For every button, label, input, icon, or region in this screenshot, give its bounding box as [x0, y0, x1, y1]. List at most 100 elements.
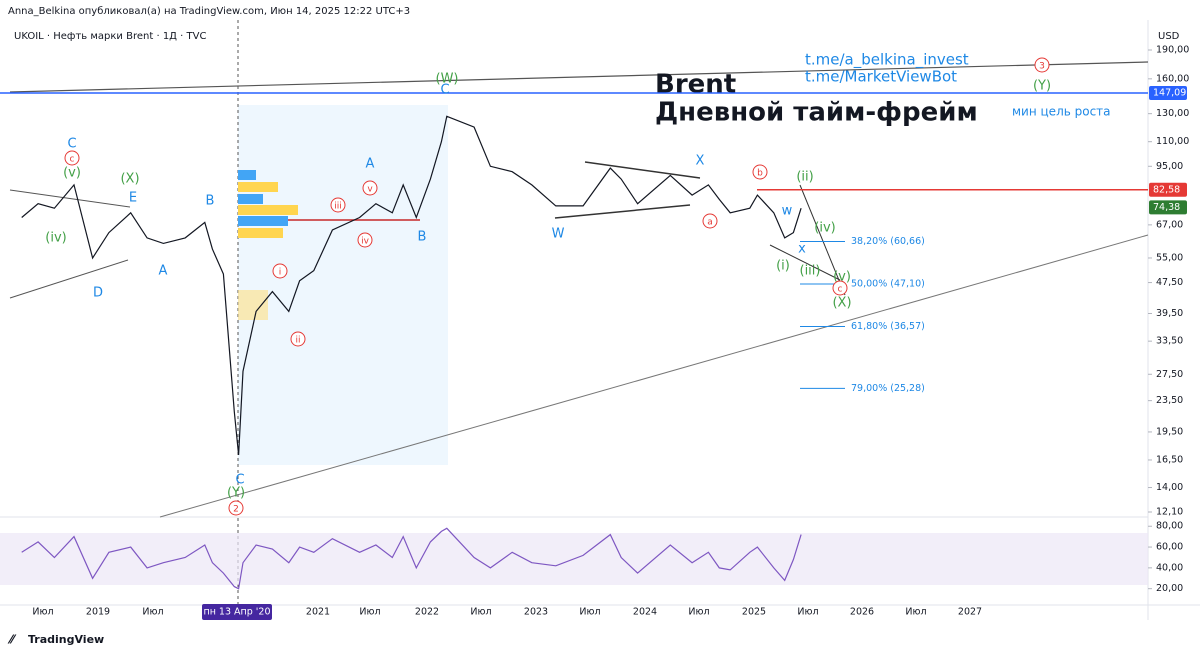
wave-label: iv	[361, 237, 370, 247]
range-box	[238, 105, 448, 465]
wave-label: (iii)	[800, 264, 821, 279]
wave-label: i	[279, 268, 282, 278]
wave-label: (iv)	[814, 221, 835, 236]
wave-label: B	[418, 230, 427, 245]
link: t.me/MarketViewBot	[805, 68, 957, 86]
wave-circle	[64, 150, 80, 166]
x-tick-label: 2025	[742, 607, 766, 618]
x-tick-label: Июл	[142, 607, 163, 618]
wave-circle	[357, 232, 373, 248]
x-tick-label: Июл	[359, 607, 380, 618]
price-badge	[1149, 85, 1187, 100]
x-tick-label: Июл	[905, 607, 926, 618]
fib-label: 38,20% (60,66)	[851, 236, 925, 247]
trendline	[159, 234, 1149, 518]
y-tick-label: 190,00	[1156, 45, 1189, 56]
y-tick-label: 160,00	[1156, 73, 1189, 84]
x-tick-label: 2024	[633, 607, 657, 618]
wave-circle	[290, 331, 306, 347]
title: Дневной тайм-фрейм	[655, 98, 978, 128]
y-tick-label: 55,00	[1156, 252, 1183, 263]
x-tick-label: Июл	[688, 607, 709, 618]
y-tick-label: 95,00	[1156, 161, 1183, 172]
wave-circle	[702, 213, 718, 229]
y-tick-label: 27,50	[1156, 369, 1183, 380]
wave-label: c	[70, 155, 75, 165]
wave-label: v	[367, 185, 373, 195]
x-tick-label: 2021	[306, 607, 330, 618]
y-tick-label: 19,50	[1156, 426, 1183, 437]
wave-label: A	[159, 264, 168, 279]
volume-profile	[238, 170, 298, 320]
y-tick-label: 23,50	[1156, 395, 1183, 406]
wave-label: iii	[334, 202, 342, 212]
x-tick-label: Июл	[470, 607, 491, 618]
fib-label: 50,00% (47,10)	[851, 278, 925, 289]
wave-label: (X)	[832, 296, 851, 311]
rsi-tick-label: 40,00	[1156, 562, 1183, 573]
rsi-tick-label: 60,00	[1156, 542, 1183, 553]
trendline	[9, 189, 131, 208]
trendline	[9, 259, 129, 299]
price-badge-label: 74,38	[1153, 202, 1180, 213]
wave-label: 2	[233, 505, 239, 515]
price-badge-label: 82,58	[1153, 184, 1180, 195]
rsi-tick-label: 20,00	[1156, 583, 1183, 594]
y-tick-label: 14,00	[1156, 482, 1183, 493]
title: Brent	[655, 70, 736, 100]
wave-label: W	[552, 227, 565, 242]
trendline	[584, 161, 701, 179]
wave-label: X	[696, 154, 705, 169]
link: t.me/a_belkina_invest	[805, 51, 969, 70]
trendline	[9, 61, 1149, 93]
wave-circle	[330, 197, 346, 213]
y-tick-label: 130,00	[1156, 108, 1189, 119]
wave-label: b	[757, 169, 763, 179]
wave-label: (ii)	[796, 170, 813, 185]
fib-label: 61,80% (36,57)	[851, 321, 925, 332]
wave-label: x	[798, 242, 806, 257]
wave-label: a	[707, 218, 713, 228]
wave-label: (v)	[833, 270, 851, 285]
wave-label: (Y)	[1033, 79, 1051, 94]
wave-path	[769, 244, 841, 281]
trendline	[554, 204, 691, 219]
wave-label: C	[440, 83, 449, 98]
wave-label: E	[129, 191, 137, 206]
wave-label: (X)	[120, 172, 139, 187]
x-tick-label: 2026	[850, 607, 874, 618]
wave-label: D	[93, 286, 103, 301]
note: мин цель роста	[1012, 105, 1111, 119]
y-tick-label: 67,00	[1156, 219, 1183, 230]
wave-circle	[832, 280, 848, 296]
x-tick-label: Июл	[32, 607, 53, 618]
wave-circle	[228, 500, 244, 516]
wave-label: A	[366, 157, 375, 172]
cursor-badge	[202, 604, 272, 620]
wave-label: (Y)	[227, 486, 245, 501]
wave-label: ii	[295, 336, 300, 346]
currency: USD	[1158, 31, 1180, 42]
symbol: UKOIL · Нефть марки Brent · 1Д · TVC	[14, 31, 206, 42]
x-tick-label: Июл	[579, 607, 600, 618]
price-badge-label: 147,09	[1153, 87, 1186, 98]
wave-path	[799, 184, 846, 296]
x-tick-label: 2023	[524, 607, 548, 618]
y-tick-label: 33,50	[1156, 336, 1183, 347]
wave-label: C	[67, 137, 76, 152]
x-tick-label: 2027	[958, 607, 982, 618]
wave-label: (W)	[436, 72, 459, 87]
wave-circle	[1034, 57, 1050, 73]
y-tick-label: 16,50	[1156, 454, 1183, 465]
price-badge	[1149, 200, 1187, 215]
wave-circle	[362, 180, 378, 196]
y-tick-label: 47,50	[1156, 277, 1183, 288]
wave-label: C	[235, 473, 244, 488]
wave-label: c	[838, 285, 843, 295]
rsi-tick-label: 80,00	[1156, 521, 1183, 532]
header: Anna_Belkina опубликовал(а) на TradingVi…	[8, 6, 410, 17]
y-tick-label: 12,10	[1156, 507, 1183, 518]
x-tick-label: 2022	[415, 607, 439, 618]
wave-label: (v)	[63, 166, 81, 181]
